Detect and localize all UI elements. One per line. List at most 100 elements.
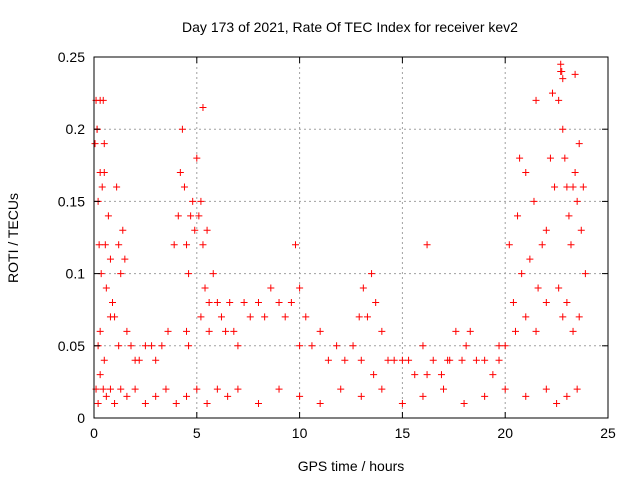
y-tick-label: 0.1 [66,266,86,282]
data-point [571,70,579,78]
data-point [100,356,108,364]
data-point [296,284,304,292]
data-point [573,385,581,393]
data-point [390,356,398,364]
data-point [509,298,517,306]
y-tick-label: 0 [77,410,85,426]
data-point [226,298,234,306]
data-point [261,313,269,321]
data-point [213,298,221,306]
axis-ticks: 0 5 10 15 20 25 0 0.05 0.1 0.15 0.2 0.25 [58,49,616,441]
data-point [185,342,193,350]
data-point [411,371,419,379]
data-point [193,385,201,393]
data-point [384,356,392,364]
data-point [569,327,577,335]
chart-title: Day 173 of 2021, Rate Of TEC Index for r… [182,19,518,35]
data-point [462,342,470,350]
data-point [117,385,125,393]
data-point [141,400,149,408]
data-point [246,313,254,321]
data-point [291,241,299,249]
data-point [123,392,131,400]
data-point [522,169,530,177]
data-point [398,400,406,408]
data-point [296,392,304,400]
data-point [316,400,324,408]
data-point [555,96,563,104]
y-tick-label: 0.25 [58,49,85,65]
data-point [569,183,577,191]
data-point [370,371,378,379]
data-point [532,96,540,104]
data-point [489,371,497,379]
data-point [575,140,583,148]
data-point [102,392,110,400]
data-point [575,313,583,321]
data-point [191,226,199,234]
y-tick-label: 0.05 [58,338,85,354]
x-tick-label: 10 [292,425,308,441]
data-point [355,313,363,321]
x-tick-label: 5 [193,425,201,441]
data-point [102,284,110,292]
data-point [553,400,561,408]
y-axis-title: ROTI / TECUs [5,193,21,283]
data-point [516,154,524,162]
data-point [495,356,503,364]
data-point [275,298,283,306]
data-point [176,169,184,177]
data-point [141,342,149,350]
data-point [481,392,489,400]
data-point [213,385,221,393]
data-point [131,385,139,393]
data-point [287,298,295,306]
data-point [275,385,283,393]
data-point [565,212,573,220]
data-point [195,212,203,220]
data-point [183,327,191,335]
data-point [100,169,108,177]
data-point [538,241,546,249]
data-point [197,313,205,321]
x-tick-label: 15 [395,425,411,441]
data-point [109,298,117,306]
data-point [96,327,104,335]
data-point [98,183,106,191]
data-point [106,255,114,263]
data-point [573,197,581,205]
data-point [121,255,129,263]
data-point [267,284,275,292]
data-point [571,169,579,177]
data-point [349,342,357,350]
data-point [308,342,316,350]
data-point [548,89,556,97]
y-tick-label: 0.15 [58,193,85,209]
data-point [558,67,566,75]
data-point [505,241,513,249]
data-point [559,313,567,321]
data-point [532,327,540,335]
data-point [115,241,123,249]
data-point [530,197,538,205]
data-point [542,385,550,393]
y-tick-label: 0.2 [66,121,86,137]
data-point [557,60,565,68]
data-point [152,392,160,400]
data-point [101,241,109,249]
data-point [187,212,195,220]
data-point [444,356,452,364]
data-point [522,392,530,400]
data-point [178,125,186,133]
data-point [91,140,99,148]
data-point [555,284,563,292]
data-point [534,284,542,292]
x-axis-title: GPS time / hours [298,458,405,474]
data-point [357,392,365,400]
data-point [174,212,182,220]
data-point [559,125,567,133]
data-point [100,140,108,148]
data-point [579,183,587,191]
data-point [127,342,135,350]
